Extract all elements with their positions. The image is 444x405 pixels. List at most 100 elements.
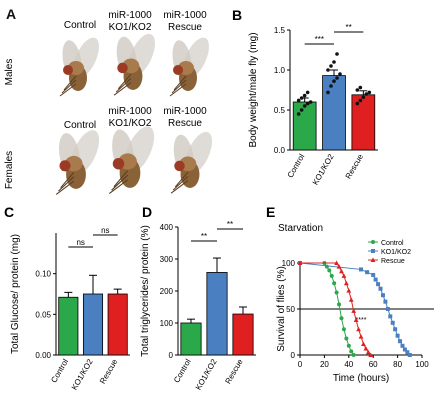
panel-a-photos: Control miR-1000 KO1/KO2 miR-1000 Rescue Cont… [0,0,228,205]
data-point [346,343,351,348]
legend-label: Rescue [381,258,405,265]
panel-letter: E [266,205,275,220]
fly-leg [111,174,129,191]
x-tick-label: 80 [393,360,402,369]
data-point [334,260,339,265]
data-point [326,68,330,72]
y-tick-label: 0.05 [35,310,51,319]
fly-leg [59,83,77,97]
y-tick-label: 0.5 [274,106,286,115]
fly-photo-grid: ControlmiR-1000KO1/KO2miR-1000RescueCont… [4,10,213,195]
data-point [390,320,395,325]
data-point [329,84,333,88]
legend-label: Control [381,240,404,247]
legend-marker [371,249,375,253]
data-point [385,307,390,311]
fly-leg [172,176,189,191]
x-tick-label: 0 [298,360,303,369]
data-point [393,327,398,332]
data-point [355,88,360,92]
data-point [336,264,342,269]
data-point [346,288,352,293]
x-tick-label: Rescue [344,152,366,180]
chart-title: Starvation [278,223,323,234]
x-tick-label: 20 [320,360,329,369]
data-point [341,327,346,332]
legend-marker [371,240,375,244]
female-column-label: miR-1000 [163,106,207,117]
data-point [305,90,310,95]
row-label-males: Males [4,59,15,86]
panel-letter: B [232,7,242,23]
y-tick-label: 1.0 [274,66,286,75]
data-point [332,79,336,83]
data-point [405,350,410,355]
x-tick-label: Control [286,152,307,179]
y-tick-label: 0 [169,351,174,360]
fly-leg [117,73,132,90]
data-point [334,290,339,295]
fly-female-control [55,130,100,195]
significance-label: ns [76,238,84,247]
y-tick-label: 200 [160,287,174,296]
bar-rescue [232,313,254,356]
x-tick-label: Rescue [223,357,245,385]
bar-ko1-ko2 [322,75,346,151]
x-tick-label: Control [49,357,70,384]
bar-control [292,101,317,151]
x-tick-label: KO1/KO2 [311,152,336,187]
data-point [349,349,354,354]
y-axis-label: Total triglycerides/ protein (%) [140,225,151,357]
fly-female-ko [108,126,155,195]
fly-eye [63,65,73,75]
data-point [402,347,407,352]
y-axis-label: Total Glucose/ protein (mg) [10,234,21,354]
bar-ko1-ko2 [82,293,104,356]
data-point [305,101,310,106]
fly-male-rescue [169,37,209,97]
data-point [332,60,336,64]
y-tick-label: 0.10 [35,270,51,279]
data-point [376,282,381,287]
data-point [296,98,301,103]
male-column-label: Rescue [168,22,202,33]
data-point [337,302,342,307]
data-point [380,293,385,298]
fly-leg [170,180,189,194]
fly-leg [63,75,77,91]
data-point [395,333,400,338]
panel-letter: D [142,205,152,220]
male-column-label: miR-1000 [163,10,207,21]
fly-eye [173,65,183,75]
data-point [363,346,369,351]
data-point [361,341,366,346]
y-tick-label: 100 [282,259,296,268]
female-column-label: KO1/KO2 [109,118,152,129]
data-point [365,349,371,355]
significance-label: ** [227,220,233,229]
panel-letter: C [4,205,14,220]
y-axis-label: Survival of flies (%) [276,266,287,352]
chart-b: B 0.0 0.5 1.0 1.5 Body weight/male fly (mg) Co… [232,7,378,187]
data-point [341,273,347,278]
fly-leg [174,171,189,188]
x-tick-label: Rescue [98,357,120,385]
fly-leg [58,176,75,192]
significance-label: ns [101,226,109,235]
bar-rescue [107,293,128,356]
y-tick-label: 400 [160,223,174,232]
fly-leg [60,172,75,189]
fly-leg [173,75,187,91]
data-point [358,85,363,90]
data-point [299,96,304,100]
chart-c: C 0.00 0.05 0.10 Total Glucose/ protein (mg)… [4,205,130,392]
data-point [358,98,363,103]
x-tick-label: 40 [344,360,353,369]
bar-control [180,322,202,356]
fly-female-rescue [170,131,213,194]
fly-leg [171,79,187,94]
male-column-label: KO1/KO2 [109,22,152,33]
female-column-label: Control [64,120,96,131]
fly-leg [55,180,75,195]
data-point [365,270,370,275]
